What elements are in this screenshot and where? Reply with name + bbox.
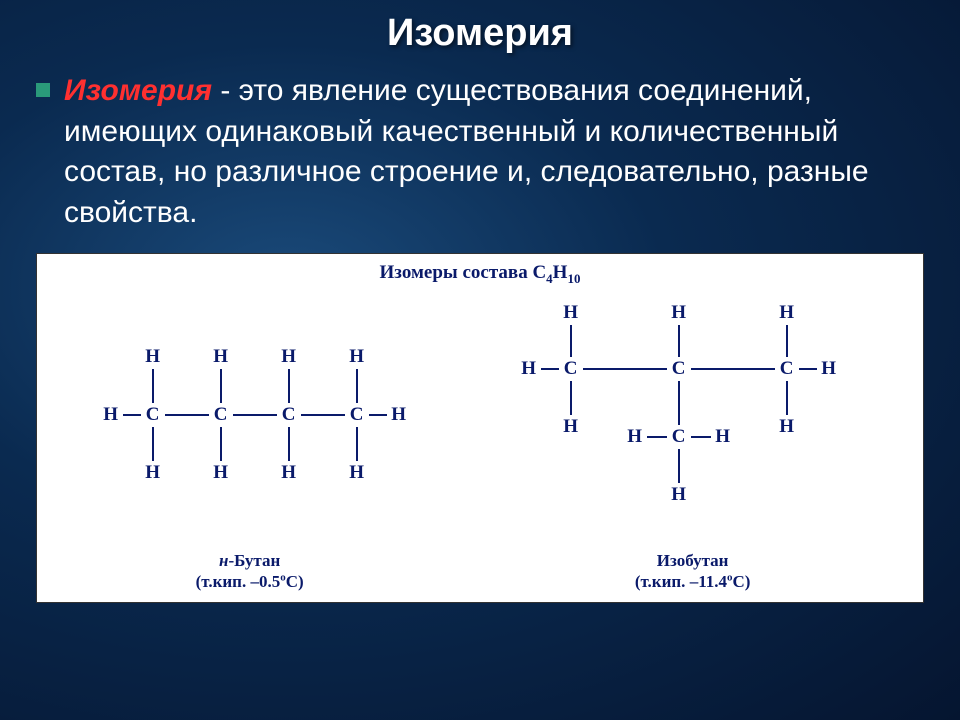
atom-h: H xyxy=(209,461,233,485)
atom-h: H xyxy=(559,301,583,325)
atom-h: H xyxy=(623,425,647,449)
caption-butane: н-Бутан (т.кип. –0.5oC) xyxy=(37,550,462,593)
molecule-isobutane: H H H H C C C H H H xyxy=(523,299,863,531)
bond xyxy=(678,447,680,485)
bond xyxy=(570,323,572,361)
molecule-butane: H H H H H C C C C H xyxy=(105,317,395,513)
bond xyxy=(299,414,347,416)
atom-h: H xyxy=(277,461,301,485)
bond xyxy=(786,379,788,417)
atom-h: H xyxy=(775,415,799,439)
definition-term: Изомерия xyxy=(64,74,212,107)
atom-h: H xyxy=(775,301,799,325)
bond xyxy=(678,379,680,429)
atom-h: H xyxy=(277,345,301,369)
bond xyxy=(288,423,290,463)
isobutane-bp-unit: C) xyxy=(733,572,751,591)
formula-h: H xyxy=(553,262,568,283)
bond xyxy=(288,367,290,407)
bond xyxy=(220,367,222,407)
formula-sub-h: 10 xyxy=(567,271,580,286)
butane-name: -Бутан xyxy=(228,551,280,570)
bond xyxy=(786,323,788,361)
bond xyxy=(689,368,779,370)
atom-c: C xyxy=(667,357,691,381)
diagram-title: Изомеры состава C4H10 xyxy=(37,262,923,287)
atom-c: C xyxy=(141,403,165,427)
bond xyxy=(231,414,279,416)
isomers-diagram: Изомеры состава C4H10 H H H H H xyxy=(36,253,924,603)
bond xyxy=(678,323,680,361)
butane-bp-label: (т.кип. xyxy=(196,572,251,591)
atom-h: H xyxy=(345,345,369,369)
atom-c: C xyxy=(345,403,369,427)
bond xyxy=(163,414,211,416)
diagram-title-prefix: Изомеры состава C xyxy=(380,262,547,283)
atom-h: H xyxy=(345,461,369,485)
butane-bp-unit: C) xyxy=(286,572,304,591)
atom-h: H xyxy=(141,461,165,485)
bond xyxy=(220,423,222,463)
atom-h: H xyxy=(99,403,123,427)
slide-title: Изомерия xyxy=(36,12,924,55)
atom-h: H xyxy=(817,357,841,381)
bond xyxy=(152,423,154,463)
molecule-butane-container: H H H H H C C C C H xyxy=(37,290,462,540)
bond xyxy=(570,379,572,417)
atom-h: H xyxy=(711,425,735,449)
molecule-isobutane-container: H H H H C C C H H H xyxy=(462,290,923,540)
atom-c: C xyxy=(209,403,233,427)
bond xyxy=(152,367,154,407)
caption-isobutane: Изобутан (т.кип. –11.4oC) xyxy=(462,550,923,593)
isobutane-bp-label: (т.кип. xyxy=(635,572,690,591)
atom-h: H xyxy=(517,357,541,381)
bond xyxy=(356,423,358,463)
atom-h: H xyxy=(209,345,233,369)
bond xyxy=(356,367,358,407)
definition-paragraph: Изомерия - это явление существования сое… xyxy=(36,71,924,233)
butane-bp-value: –0.5 xyxy=(250,572,280,591)
atom-c: C xyxy=(667,425,691,449)
isobutane-name: Изобутан xyxy=(657,551,729,570)
atom-h: H xyxy=(559,415,583,439)
atom-c: C xyxy=(559,357,583,381)
atom-h: H xyxy=(387,403,411,427)
atom-h: H xyxy=(667,483,691,507)
atom-c: C xyxy=(775,357,799,381)
bullet-icon xyxy=(36,83,50,97)
atom-c: C xyxy=(277,403,301,427)
bond xyxy=(581,368,671,370)
atom-h: H xyxy=(141,345,165,369)
isobutane-bp-value: –11.4 xyxy=(690,572,727,591)
atom-h: H xyxy=(667,301,691,325)
